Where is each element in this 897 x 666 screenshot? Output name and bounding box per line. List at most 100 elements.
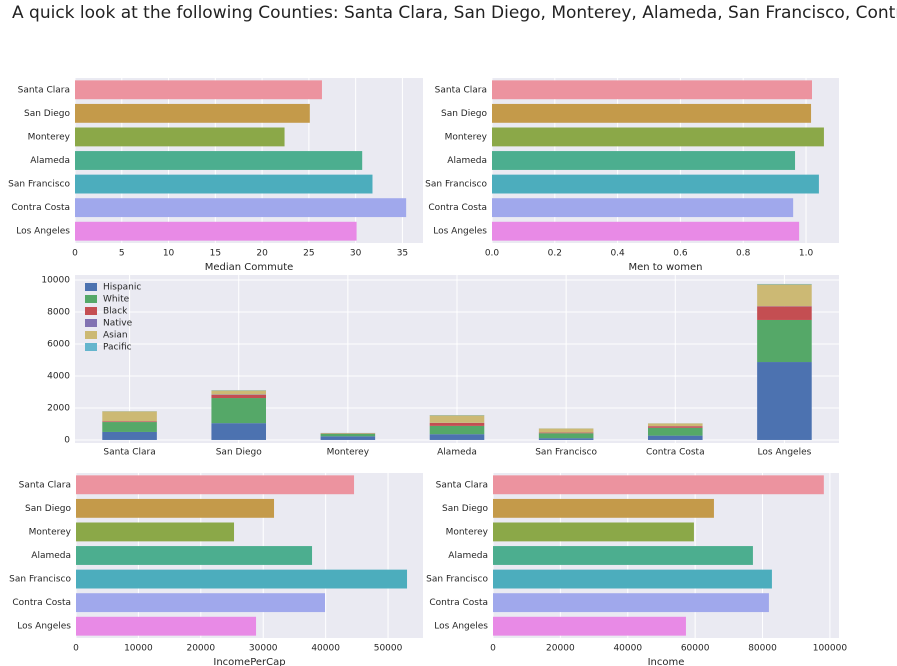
- bar-segment: [538, 433, 594, 439]
- x-tick-label: 40000: [613, 644, 642, 654]
- x-axis-label: Median Commute: [205, 262, 294, 273]
- legend-label: White: [103, 295, 130, 305]
- bar: [75, 221, 357, 241]
- y-tick-label: Alameda: [447, 156, 487, 166]
- x-tick-label: 5: [119, 249, 125, 259]
- bar: [492, 198, 794, 218]
- bar: [76, 569, 408, 589]
- legend-swatch: [85, 319, 97, 327]
- y-tick-label: Monterey: [445, 132, 488, 142]
- y-tick-label: San Francisco: [8, 180, 70, 190]
- y-tick-label: Monterey: [29, 527, 72, 537]
- x-tick-label: 10: [163, 249, 175, 259]
- legend-swatch: [85, 331, 97, 339]
- x-tick-label: San Francisco: [535, 448, 597, 458]
- y-tick-label: 0: [64, 435, 70, 445]
- bar: [76, 475, 355, 495]
- x-tick-label: 100000: [813, 644, 848, 654]
- legend-swatch: [85, 283, 97, 291]
- x-tick-label: Alameda: [437, 448, 477, 458]
- y-tick-label: Santa Clara: [18, 85, 70, 95]
- x-tick-label: 0: [490, 644, 496, 654]
- bar-segment: [757, 306, 812, 320]
- x-tick-label: 30000: [249, 644, 278, 654]
- bar: [76, 593, 326, 613]
- bar: [492, 174, 819, 194]
- bar: [492, 151, 796, 170]
- bar-segment: [757, 284, 812, 307]
- x-tick-label: 25: [303, 249, 314, 259]
- bar: [75, 151, 363, 170]
- x-axis-label: Men to women: [628, 262, 702, 273]
- x-tick-label: 20000: [186, 644, 215, 654]
- legend-swatch: [85, 343, 97, 351]
- y-tick-label: Los Angeles: [16, 227, 70, 237]
- figure-title: A quick look at the following Counties: …: [12, 3, 897, 23]
- y-tick-label: Monterey: [28, 132, 71, 142]
- bar-segment: [102, 431, 157, 440]
- x-tick-label: 50000: [374, 644, 403, 654]
- y-tick-label: Contra Costa: [12, 598, 71, 608]
- y-tick-label: San Francisco: [425, 180, 487, 190]
- bar-segment: [538, 432, 594, 434]
- bar: [493, 475, 824, 495]
- x-tick-label: 80000: [748, 644, 777, 654]
- y-tick-label: Alameda: [31, 551, 71, 561]
- bar: [75, 80, 322, 100]
- bar: [75, 103, 310, 123]
- x-tick-label: Santa Clara: [103, 448, 155, 458]
- y-tick-label: 10000: [41, 275, 70, 285]
- y-tick-label: Contra Costa: [428, 203, 487, 213]
- bar-segment: [102, 411, 157, 422]
- y-tick-label: San Francisco: [9, 575, 71, 585]
- bar: [493, 498, 714, 518]
- x-tick-label: 0: [73, 644, 79, 654]
- bar-segment: [538, 438, 594, 440]
- y-tick-label: Alameda: [30, 156, 70, 166]
- bar-segment: [320, 433, 376, 437]
- y-tick-label: Los Angeles: [433, 227, 487, 237]
- bar: [493, 593, 769, 613]
- bar-segment: [211, 398, 266, 424]
- x-axis-label: IncomePerCap: [213, 657, 285, 666]
- x-tick-label: 0.2: [548, 249, 562, 259]
- y-tick-label: 6000: [47, 339, 70, 349]
- bar-segment: [648, 435, 703, 440]
- y-tick-label: San Diego: [441, 109, 487, 119]
- bar-segment: [102, 421, 157, 423]
- y-tick-label: San Diego: [24, 109, 70, 119]
- x-tick-label: 15: [210, 249, 221, 259]
- bar: [493, 569, 772, 589]
- x-tick-label: 40000: [311, 644, 340, 654]
- bar-segment: [757, 319, 812, 363]
- legend-label: Native: [103, 319, 133, 329]
- y-tick-label: Los Angeles: [434, 622, 488, 632]
- x-tick-label: 0: [72, 249, 78, 259]
- y-tick-label: San Diego: [25, 504, 71, 514]
- x-tick-label: 0.4: [610, 249, 625, 259]
- y-tick-label: 8000: [47, 307, 70, 317]
- bar-segment: [429, 434, 485, 440]
- x-tick-label: 20: [256, 249, 268, 259]
- x-tick-label: 0.0: [485, 249, 500, 259]
- y-tick-label: Los Angeles: [17, 622, 71, 632]
- x-tick-label: 0.6: [673, 249, 688, 259]
- x-tick-label: 35: [397, 249, 408, 259]
- x-tick-label: 60000: [681, 644, 710, 654]
- bar-segment: [102, 422, 157, 432]
- bar: [76, 498, 275, 518]
- bar-segment: [320, 436, 376, 440]
- legend-label: Hispanic: [103, 283, 141, 293]
- bar: [492, 127, 824, 147]
- y-tick-label: Contra Costa: [429, 598, 488, 608]
- bar: [492, 103, 812, 123]
- bar: [76, 546, 313, 565]
- x-tick-label: 0.8: [736, 249, 751, 259]
- legend-swatch: [85, 307, 97, 315]
- y-tick-label: Alameda: [448, 551, 488, 561]
- bar: [492, 80, 812, 100]
- y-tick-label: 4000: [47, 371, 70, 381]
- bar: [76, 522, 235, 542]
- y-tick-label: Santa Clara: [435, 85, 487, 95]
